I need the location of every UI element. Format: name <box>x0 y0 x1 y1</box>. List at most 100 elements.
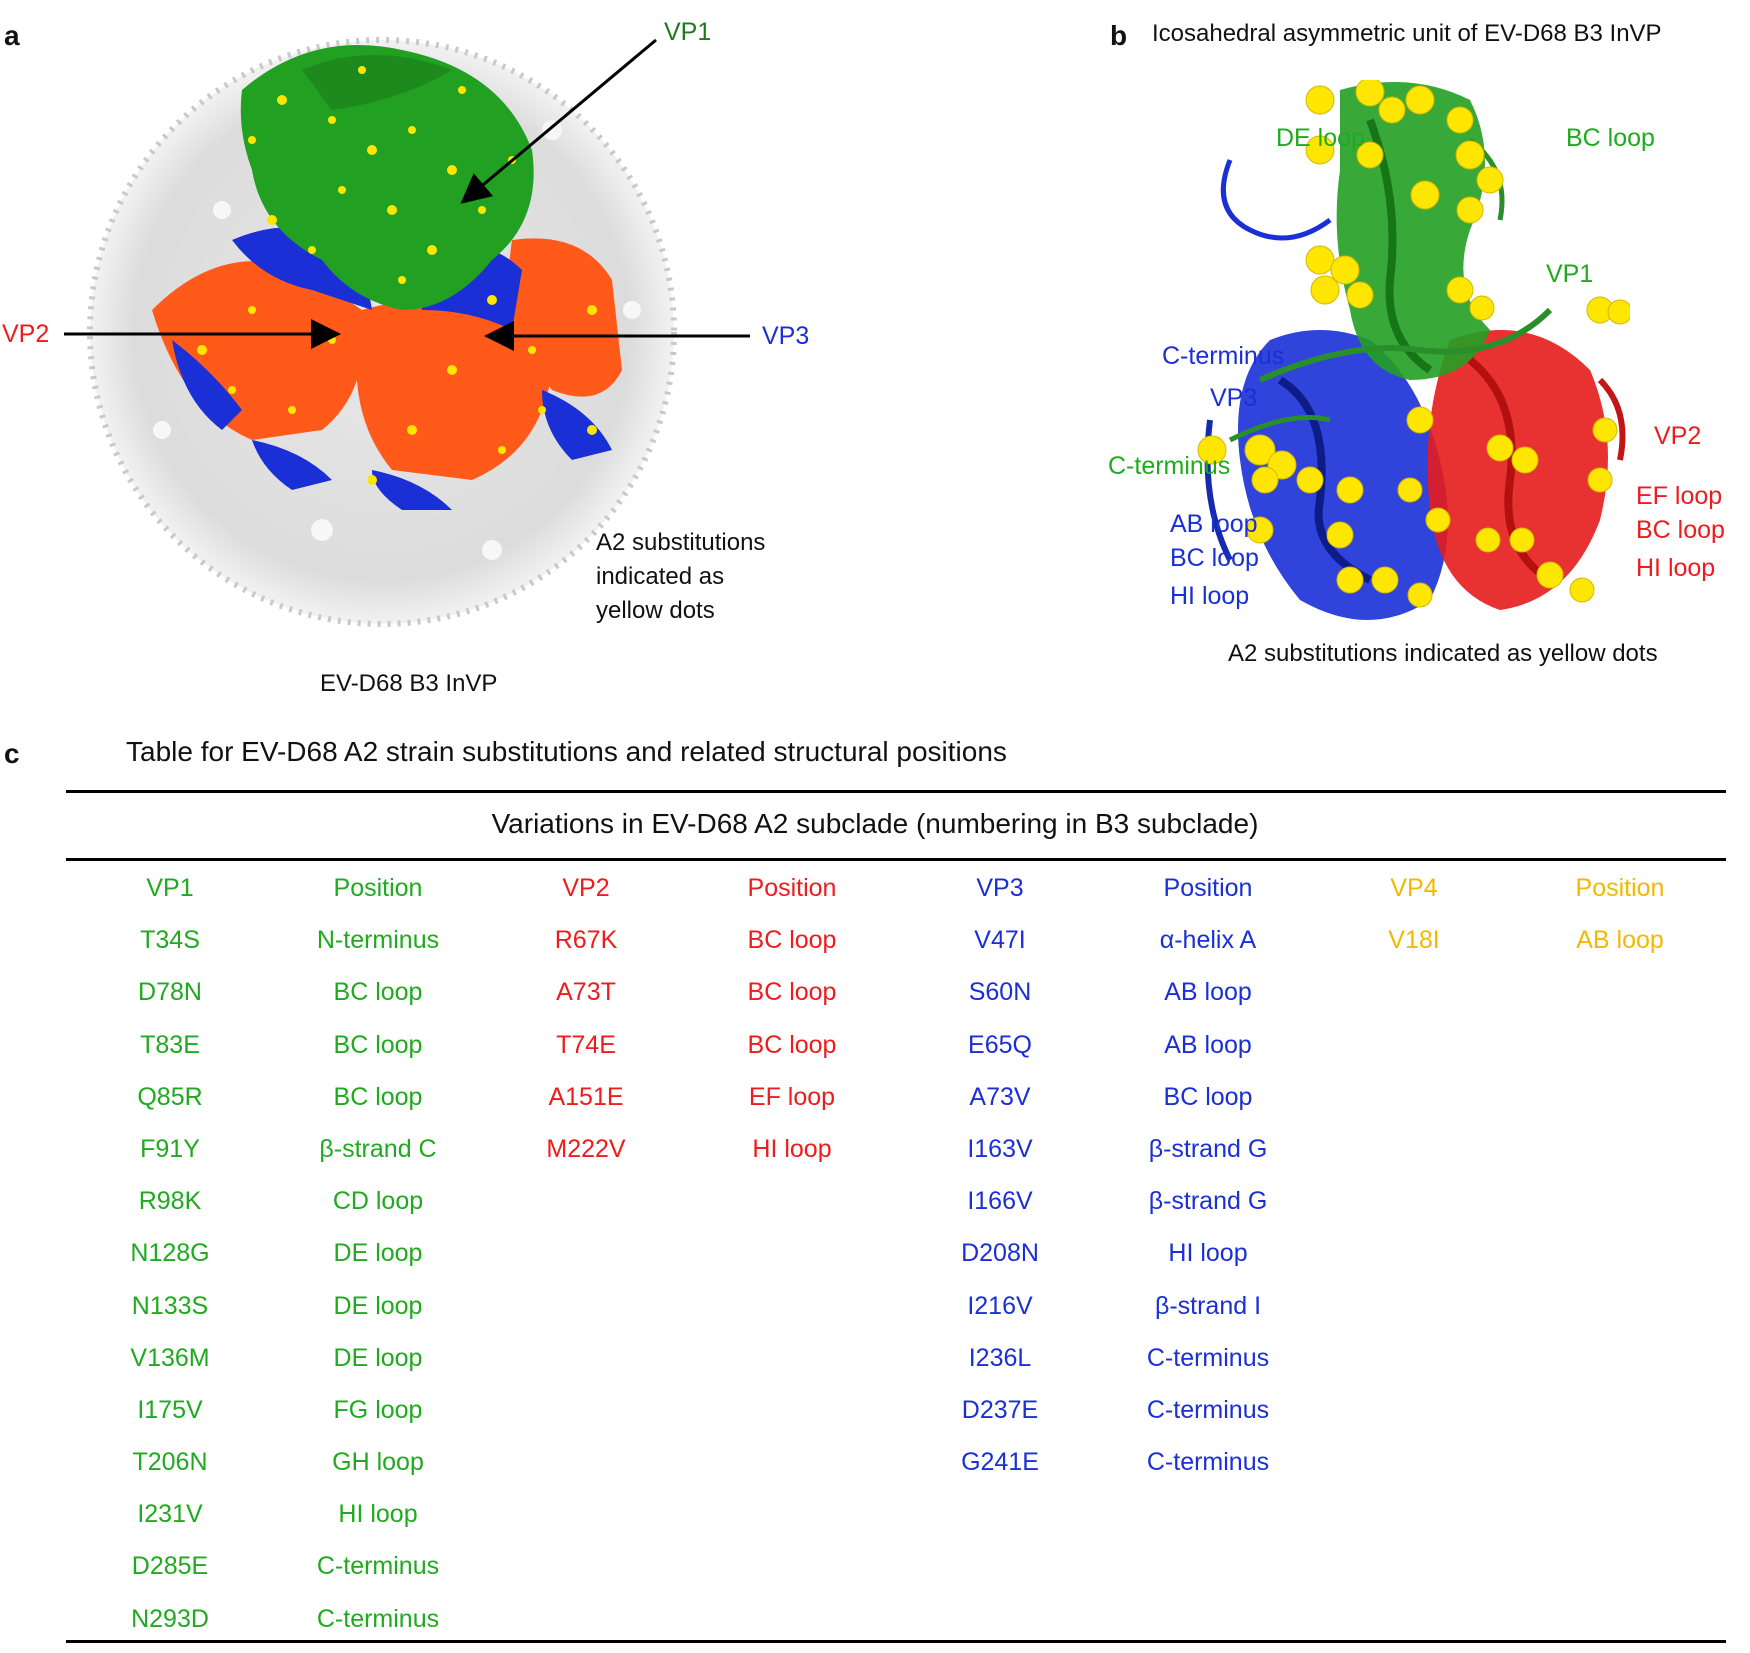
panel-b-note: A2 substitutions indicated as yellow dot… <box>1228 640 1658 667</box>
col-vp1-positions: Position N-terminus BC loop BC loop BC l… <box>278 870 478 1653</box>
vp2-sub-5: M222V <box>546 1134 626 1163</box>
label-hi-loop-blue: HI loop <box>1170 582 1250 610</box>
label-c-terminus-green: C-terminus <box>1108 452 1231 480</box>
label-bc-loop-top: BC loop <box>1566 124 1655 152</box>
vp3-pos-6: β-strand G <box>1148 1187 1268 1216</box>
header-vp2: VP2 <box>562 874 610 902</box>
panel-a-note-line1: A2 substitutions <box>596 529 766 556</box>
label-vp1-a: VP1 <box>664 18 712 46</box>
panel-a-note: A2 substitutions indicated as yellow dot… <box>596 526 765 628</box>
col-vp2-positions: Position BC loop BC loop BC loop EF loop… <box>692 870 892 1183</box>
vp3-sub-3: E65Q <box>968 1030 1032 1059</box>
panel-a-caption: EV-D68 B3 InVP <box>320 670 498 697</box>
vp2-pos-2: BC loop <box>747 978 837 1007</box>
label-vp1-b: VP1 <box>1546 260 1594 288</box>
vp1-sub-7: N128G <box>130 1239 210 1268</box>
virus-capsid-map <box>87 37 677 627</box>
vp2-pos-5: HI loop <box>752 1134 832 1163</box>
panel-a-letter: a <box>4 20 20 51</box>
col-vp3-substitutions: VP3 V47I S60N E65Q A73V I163V I166V D208… <box>900 870 1100 1496</box>
col-vp3-positions: Position α-helix A AB loop AB loop BC lo… <box>1108 870 1308 1496</box>
vp3-sub-7: D208N <box>961 1239 1039 1268</box>
vp3-pos-3: AB loop <box>1164 1030 1252 1059</box>
vp2-sub-3: T74E <box>556 1030 616 1059</box>
header-vp4-position: Position <box>1575 874 1665 902</box>
vp1-sub-10: I175V <box>137 1395 203 1424</box>
vp1-sub-14: N293D <box>131 1604 209 1633</box>
table-heading: Variations in EV-D68 A2 subclade (number… <box>491 808 1259 839</box>
vp3-sub-4: A73V <box>969 1082 1031 1111</box>
vp3-sub-9: I236L <box>968 1343 1032 1372</box>
label-vp3-a: VP3 <box>762 322 810 350</box>
vp1-pos-5: β-strand C <box>319 1134 437 1163</box>
label-vp3-b: VP3 <box>1210 384 1258 412</box>
vp2-sub-2: A73T <box>556 978 616 1007</box>
vp1-sub-12: I231V <box>137 1500 203 1529</box>
panel-b-title: Icosahedral asymmetric unit of EV-D68 B3… <box>1152 20 1662 47</box>
vp2-pos-4: EF loop <box>748 1082 836 1111</box>
vp2-sub-4: A151E <box>548 1082 624 1111</box>
vp3-sub-1: V47I <box>974 926 1026 955</box>
vp1-sub-11: T206N <box>132 1448 208 1477</box>
vp1-pos-6: CD loop <box>332 1187 424 1216</box>
vp3-pos-2: AB loop <box>1164 978 1252 1007</box>
vp1-pos-7: DE loop <box>333 1239 423 1268</box>
vp2-pos-1: BC loop <box>747 926 837 955</box>
vp1-pos-3: BC loop <box>333 1030 423 1059</box>
vp3-sub-11: G241E <box>961 1448 1039 1477</box>
vp3-pos-9: C-terminus <box>1146 1343 1270 1372</box>
panel-a-note-line3: yellow dots <box>596 597 715 624</box>
header-vp2-position: Position <box>747 874 837 902</box>
vp1-sub-1: T34S <box>140 926 200 955</box>
vp2-pos-3: BC loop <box>747 1030 837 1059</box>
vp1-sub-2: D78N <box>138 978 202 1007</box>
vp1-sub-13: D285E <box>131 1552 209 1581</box>
vp3-pos-8: β-strand I <box>1154 1291 1262 1320</box>
label-vp2-a: VP2 <box>2 320 50 348</box>
label-vp2-b: VP2 <box>1654 422 1702 450</box>
panel-c-title: Table for EV-D68 A2 strain substitutions… <box>126 736 1007 767</box>
header-vp3: VP3 <box>976 874 1024 902</box>
label-ef-loop: EF loop <box>1636 482 1723 510</box>
vp1-sub-4: Q85R <box>137 1082 203 1111</box>
vp1-pos-4: BC loop <box>333 1082 423 1111</box>
vp1-sub-3: T83E <box>140 1030 200 1059</box>
label-bc-loop-red: BC loop <box>1636 516 1725 544</box>
vp1-pos-14: C-terminus <box>316 1604 440 1633</box>
vp1-sub-8: N133S <box>131 1291 209 1320</box>
vp4-pos-1: AB loop <box>1576 926 1664 955</box>
vp1-pos-9: DE loop <box>333 1343 423 1372</box>
panel-c-letter: c <box>4 738 20 769</box>
vp1-pos-13: C-terminus <box>316 1552 440 1581</box>
vp3-pos-7: HI loop <box>1168 1239 1248 1268</box>
vp1-sub-9: V136M <box>130 1343 210 1372</box>
vp1-pos-2: BC loop <box>333 978 423 1007</box>
vp3-sub-2: S60N <box>968 978 1032 1007</box>
vp4-sub-1: V18I <box>1388 926 1440 955</box>
vp2-sub-1: R67K <box>554 926 618 955</box>
header-vp1: VP1 <box>146 874 194 902</box>
vp1-pos-10: FG loop <box>333 1395 423 1424</box>
vp3-pos-5: β-strand G <box>1148 1134 1268 1163</box>
vp1-pos-8: DE loop <box>333 1291 423 1320</box>
label-bc-loop-blue: BC loop <box>1170 544 1259 572</box>
vp3-sub-10: D237E <box>961 1395 1039 1424</box>
col-vp4-positions: Position AB loop <box>1520 870 1720 974</box>
header-vp4: VP4 <box>1390 874 1438 902</box>
vp3-pos-4: BC loop <box>1163 1082 1253 1111</box>
col-vp4-substitutions: VP4 V18I <box>1314 870 1514 974</box>
label-hi-loop-red: HI loop <box>1636 554 1716 582</box>
label-ab-loop: AB loop <box>1170 510 1258 538</box>
vp3-sub-8: I216V <box>967 1291 1033 1320</box>
vp3-pos-1: α-helix A <box>1159 926 1257 955</box>
vp3-sub-5: I163V <box>967 1134 1033 1163</box>
vp3-sub-6: I166V <box>967 1187 1033 1216</box>
panel-b-letter: b <box>1110 20 1128 51</box>
vp3-pos-11: C-terminus <box>1146 1448 1270 1477</box>
panel-a-note-line2: indicated as <box>596 563 725 590</box>
table-top-rule <box>66 790 1726 793</box>
vp3-pos-10: C-terminus <box>1146 1395 1270 1424</box>
vp1-pos-11: GH loop <box>332 1448 424 1477</box>
asymmetric-unit-ribbon <box>1197 80 1630 620</box>
label-c-terminus-blue: C-terminus <box>1162 342 1285 370</box>
